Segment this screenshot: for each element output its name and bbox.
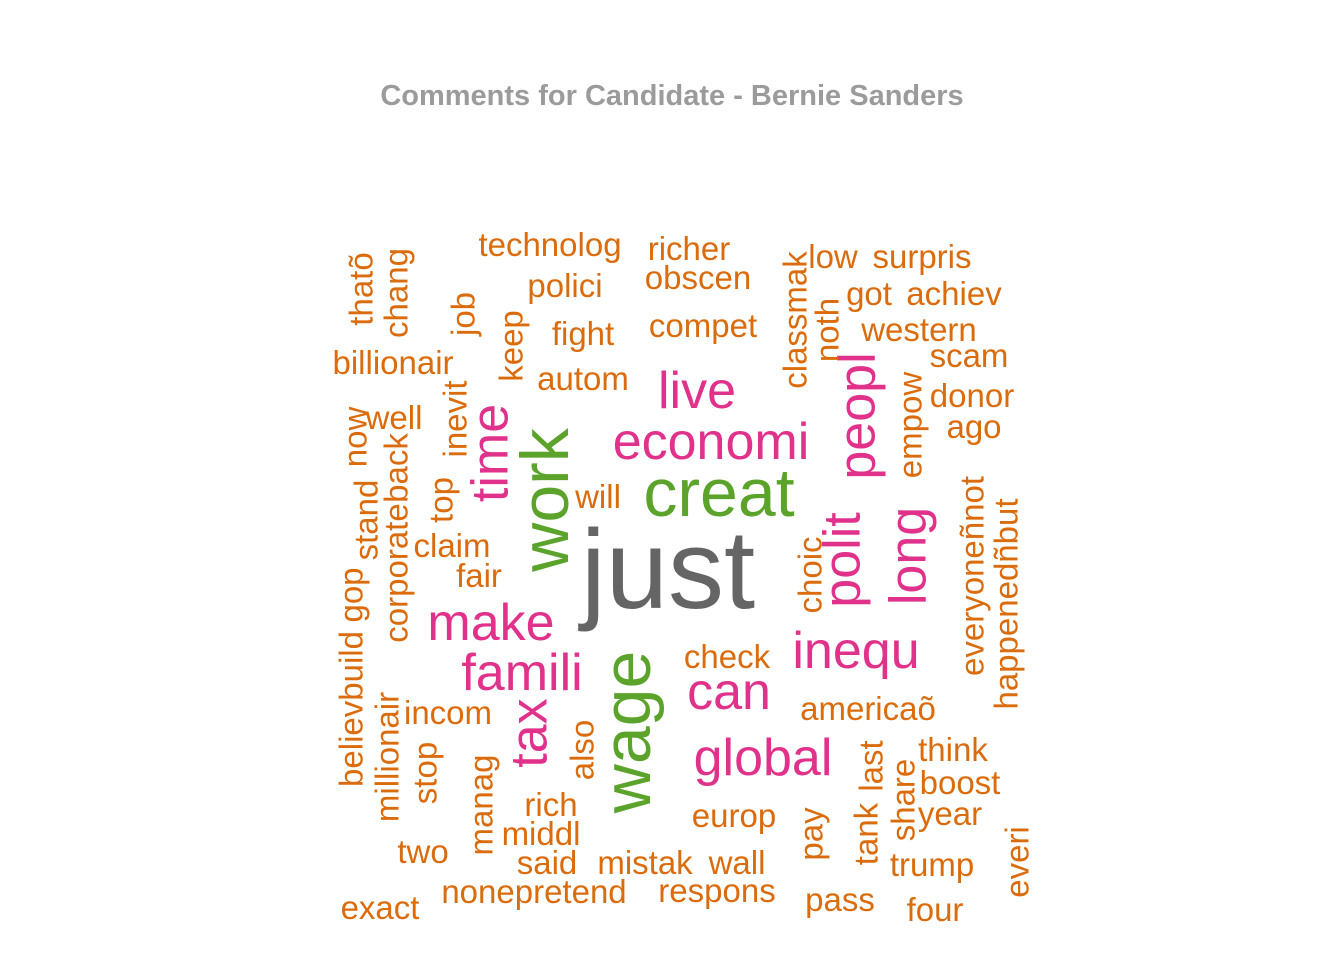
word-58: keep [493,310,530,382]
word-32: well [365,399,423,436]
word-14: global [694,729,833,787]
word-49: trump [890,846,974,883]
word-50: nonepretend [441,873,626,910]
word-39: think [918,731,988,768]
word-6: peopl [829,352,887,479]
word-79: tank [848,802,885,865]
word-54: four [907,891,964,928]
word-69: happenedñbut [988,498,1025,709]
word-56: chang [378,248,415,338]
word-27: western [860,311,977,348]
word-37: incom [404,694,492,731]
word-53: pass [805,881,875,918]
chart-title: Comments for Candidate - Bernie Sanders [380,80,964,112]
word-43: middl [502,815,581,852]
word-72: millionair [369,692,406,822]
word-52: exact [341,889,420,926]
word-47: mistak [597,844,693,881]
word-21: compet [649,307,757,344]
word-34: claim [413,527,490,564]
word-81: everi [999,826,1036,898]
word-48: wall [708,844,766,881]
word-31: billionair [332,344,453,381]
word-10: make [427,594,554,652]
word-76: manag [463,755,500,856]
word-11: famili [461,644,582,702]
word-40: boost [920,764,1001,801]
word-2: work [507,427,583,573]
word-46: said [517,844,578,881]
word-12: inequ [792,622,919,680]
word-38: americaõ [800,690,936,727]
word-8: long [880,507,938,605]
word-57: job [445,292,482,337]
word-36: check [684,638,771,675]
word-66: stand [348,480,385,561]
word-51: respons [658,872,775,909]
word-64: back [378,433,415,503]
word-62: now [337,407,374,468]
word-4: economi [613,413,810,471]
word-70: gop [333,567,370,622]
word-16: technolog [478,226,621,263]
word-15: tax [501,698,559,767]
word-5: live [658,362,736,420]
word-28: scam [930,337,1009,374]
word-0: just [578,507,755,632]
word-41: year [918,795,982,832]
word-20: fight [552,315,614,352]
word-73: choic [792,536,829,613]
word-22: autom [537,360,629,397]
word-65: top [423,477,460,523]
word-23: low [808,238,858,275]
word-18: obscen [645,259,751,296]
word-29: donor [930,377,1014,414]
word-1: creat [643,455,794,531]
word-24: surpris [872,238,971,275]
word-74: stop [407,742,444,804]
word-71: believbuild [333,631,370,787]
word-7: polit [814,512,872,608]
word-30: ago [946,408,1001,445]
word-78: share [885,759,922,842]
word-42: rich [524,786,577,823]
word-61: inevit [437,380,474,457]
word-67: corporate [378,503,415,642]
word-17: richer [648,230,731,267]
word-75: also [564,720,601,781]
word-19: polici [527,267,602,304]
word-35: fair [456,557,502,594]
word-77: last [853,740,890,791]
word-45: two [397,833,448,870]
word-63: empow [892,372,929,479]
word-44: europ [692,797,776,834]
word-13: can [687,663,771,721]
word-80: pay [793,807,830,861]
word-33: will [574,478,621,515]
word-60: noth [809,298,846,362]
word-26: achiev [906,275,1002,312]
word-59: classmak [777,251,814,389]
word-68: everyoneñnot [954,476,991,676]
word-9: time [462,404,520,502]
word-3: wage [589,651,665,815]
word-55: thatõ [343,252,380,325]
word-25: got [846,275,892,312]
